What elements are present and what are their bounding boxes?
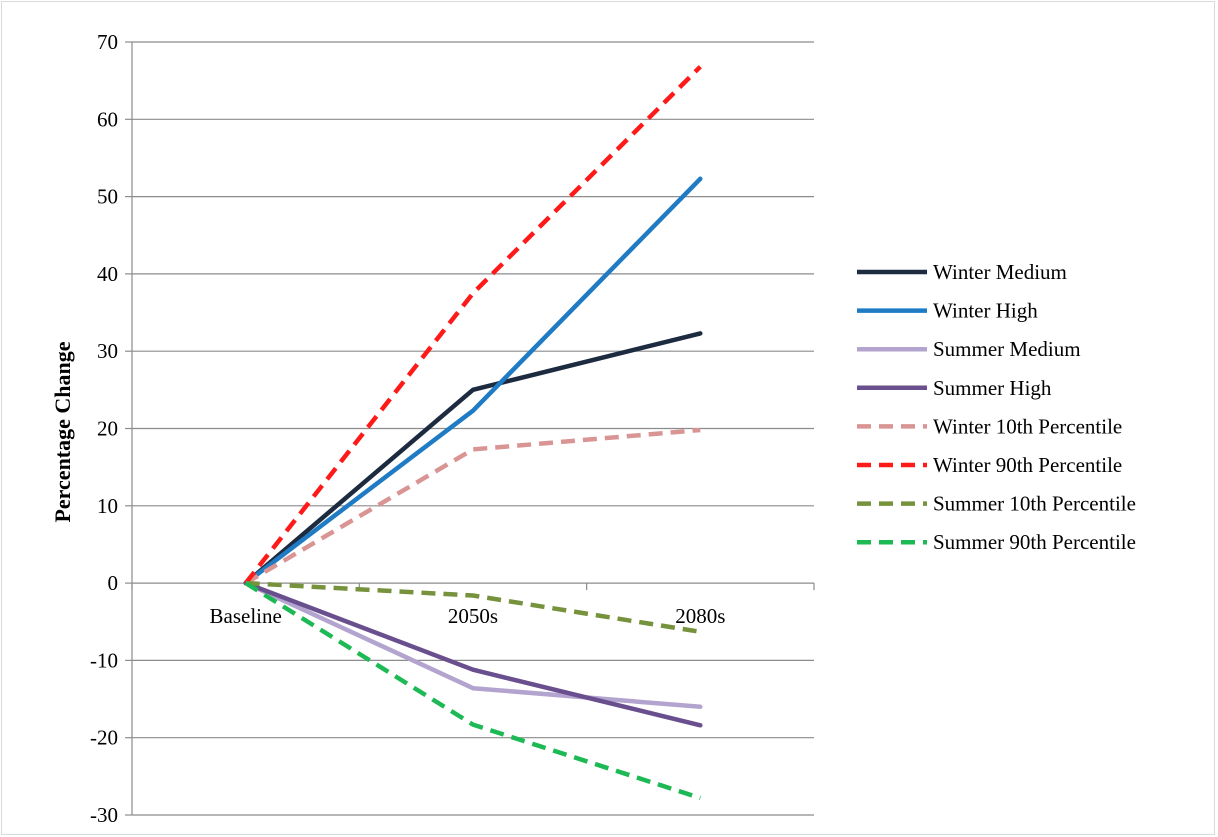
legend-label: Winter Medium (933, 260, 1067, 284)
gridlines (132, 41, 814, 816)
legend-label: Summer 10th Percentile (933, 492, 1136, 516)
y-tick-label: 70 (97, 30, 118, 54)
x-tick-label: 2050s (448, 604, 498, 628)
y-tick-label: 20 (97, 417, 118, 441)
x-tick-label: 2080s (675, 604, 725, 628)
axes: 70 60 50 40 30 20 10 0 -10 -20 -30 Baseline 2050s 208… (90, 30, 815, 827)
series-line (243, 176, 703, 586)
legend: Winter Medium Winter High Summer Medium Sum… (857, 260, 1136, 554)
y-tick-label: -20 (90, 726, 118, 750)
legend-label: Summer High (933, 376, 1052, 400)
series-line (244, 427, 701, 586)
legend-label: Winter High (933, 299, 1038, 323)
y-tick-label: 10 (97, 494, 118, 518)
x-tick-label: Baseline (210, 604, 282, 628)
series-line (245, 580, 701, 635)
y-axis-title: Percentage Change (50, 341, 75, 522)
legend-label: Winter 10th Percentile (933, 414, 1122, 438)
y-tick-label: 40 (97, 262, 118, 286)
series-line (243, 65, 702, 585)
y-tick-label: 0 (108, 571, 119, 595)
series-line (243, 580, 703, 728)
series-line (244, 581, 701, 801)
y-tick-label: 50 (97, 185, 118, 209)
y-tick-label: 30 (97, 339, 118, 363)
series-lines (243, 65, 703, 801)
legend-label: Winter 90th Percentile (933, 453, 1122, 477)
series-line (243, 580, 703, 710)
y-tick-label: 60 (97, 107, 118, 131)
legend-label: Summer Medium (933, 337, 1081, 361)
y-tick-label: -30 (90, 803, 118, 827)
y-tick-label: -10 (90, 648, 118, 672)
legend-label: Summer 90th Percentile (933, 530, 1136, 554)
series-line (243, 331, 703, 586)
